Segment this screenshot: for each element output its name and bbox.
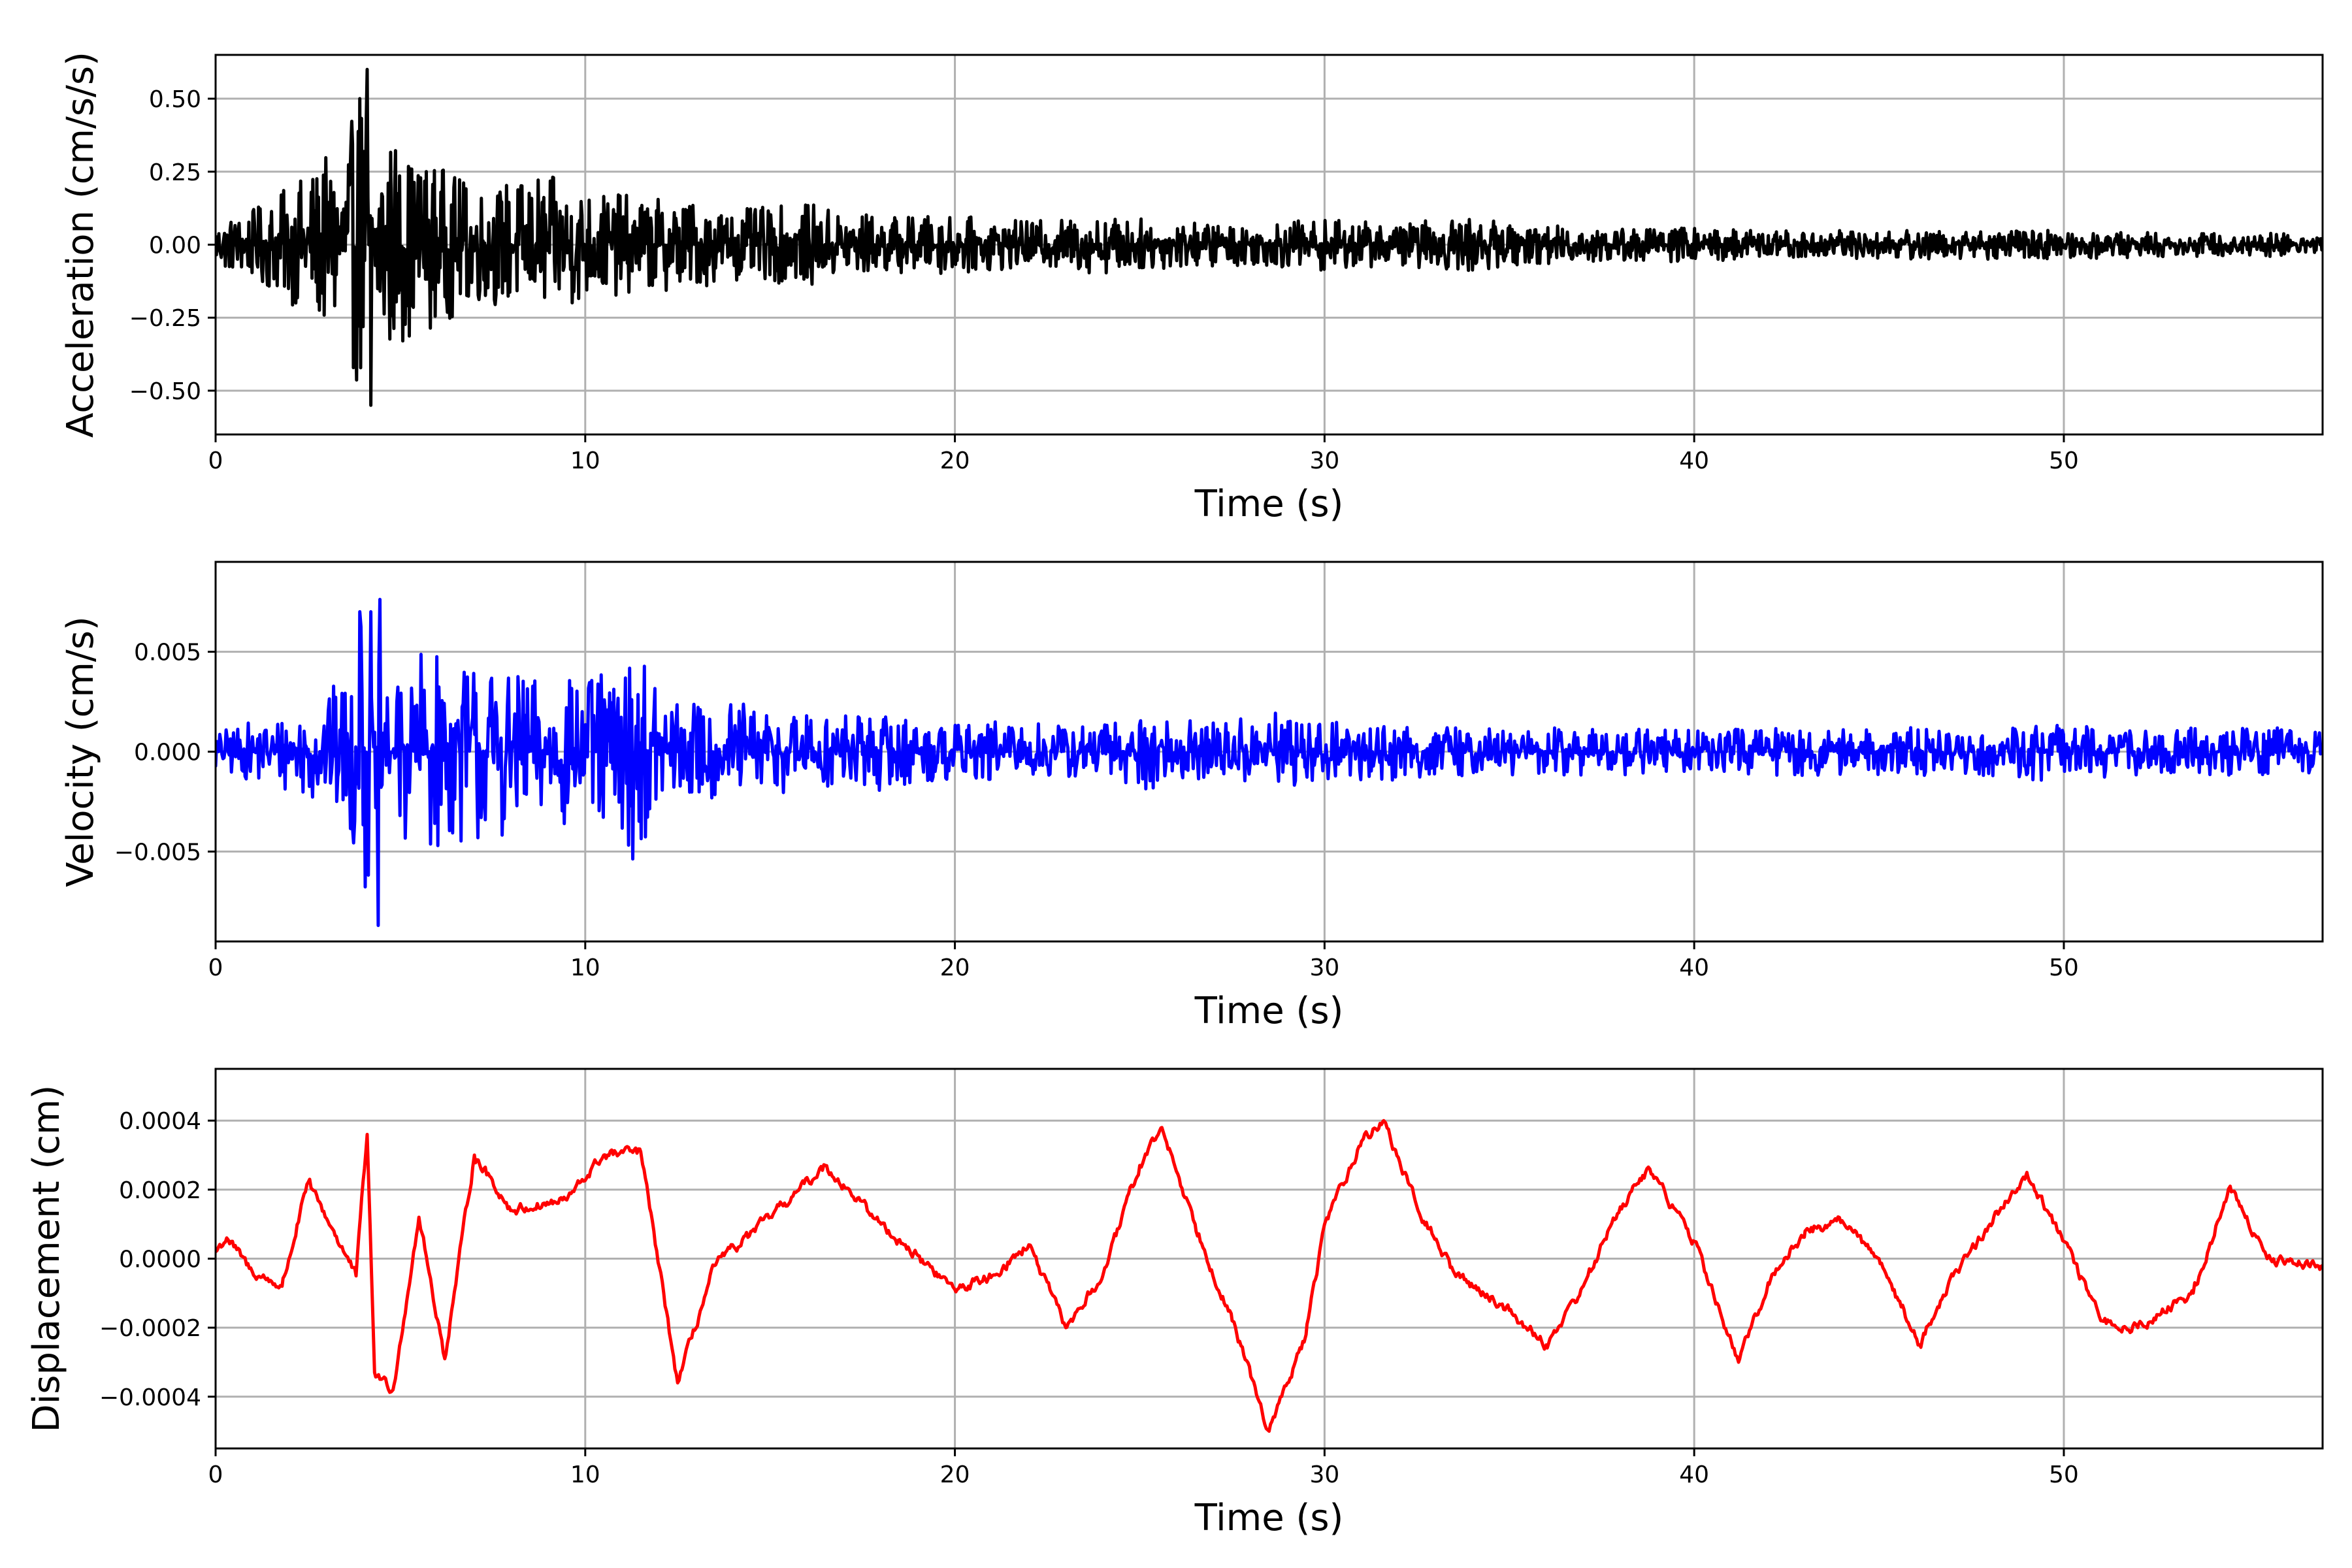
displacement-xtick-label-0: 0: [208, 1462, 223, 1488]
acceleration-xtick-label-1: 10: [570, 448, 600, 474]
acceleration-ytick-label-2: 0.00: [149, 233, 201, 259]
velocity-xtick-label-3: 30: [1309, 955, 1339, 981]
displacement-xtick-label-4: 40: [1679, 1462, 1709, 1488]
velocity-ytick-label-0: −0.005: [114, 839, 201, 866]
displacement-xtick-label-1: 10: [570, 1462, 600, 1488]
acceleration-y-axis-label: Acceleration (cm/s/s): [59, 52, 102, 438]
velocity-xtick-label-4: 40: [1679, 955, 1709, 981]
displacement-xtick-label-5: 50: [2049, 1462, 2079, 1488]
velocity-ytick-label-1: 0.000: [134, 740, 201, 766]
displacement-ytick-label-3: 0.0002: [119, 1177, 201, 1204]
acceleration-xtick-label-4: 40: [1679, 448, 1709, 474]
velocity-panel: 0 10 20 30 40 50 −0.005 0.000 0.005 Time (s) Veloc…: [59, 561, 2324, 1032]
displacement-y-axis-label: Displacement (cm): [25, 1085, 68, 1433]
acceleration-ytick-label-1: −0.25: [129, 305, 201, 332]
displacement-xtick-label-2: 20: [940, 1462, 970, 1488]
velocity-series-line: [216, 598, 2323, 927]
displacement-xtick-label-3: 30: [1309, 1462, 1339, 1488]
displacement-x-axis-label: Time (s): [1194, 1497, 1344, 1539]
velocity-ytick-label-2: 0.005: [134, 640, 201, 666]
displacement-ytick-label-4: 0.0004: [119, 1108, 201, 1135]
displacement-panel: 0 10 20 30 40 50 −0.0004 −0.0002 0.0000 0.0002 0.0…: [25, 1068, 2324, 1539]
displacement-ytick-label-1: −0.0002: [99, 1315, 201, 1342]
velocity-x-axis-label: Time (s): [1194, 990, 1344, 1032]
displacement-ytick-label-0: −0.0004: [99, 1384, 201, 1411]
velocity-xtick-label-5: 50: [2049, 955, 2079, 981]
acceleration-xtick-label-3: 30: [1309, 448, 1339, 474]
acceleration-ytick-label-0: −0.50: [129, 378, 201, 405]
chart-panels: 0 10 20 30 40 50 −0.50 −0.25 0.00 0.25 0.50 Time (s…: [25, 52, 2324, 1539]
acceleration-xtick-label-2: 20: [940, 448, 970, 474]
displacement-series-line: [216, 1119, 2323, 1433]
acceleration-panel: 0 10 20 30 40 50 −0.50 −0.25 0.00 0.25 0.50 Time (s…: [59, 52, 2324, 525]
acceleration-x-axis-label: Time (s): [1194, 483, 1344, 525]
acceleration-xtick-label-0: 0: [208, 448, 223, 474]
acceleration-series-line: [216, 67, 2323, 407]
acceleration-xtick-label-5: 50: [2049, 448, 2079, 474]
velocity-xtick-label-2: 20: [940, 955, 970, 981]
velocity-y-axis-label: Velocity (cm/s): [59, 616, 102, 887]
velocity-xtick-label-0: 0: [208, 955, 223, 981]
velocity-xtick-label-1: 10: [570, 955, 600, 981]
displacement-ytick-label-2: 0.0000: [119, 1247, 201, 1273]
acceleration-ytick-label-3: 0.25: [149, 159, 201, 186]
acceleration-ytick-label-4: 0.50: [149, 86, 201, 113]
